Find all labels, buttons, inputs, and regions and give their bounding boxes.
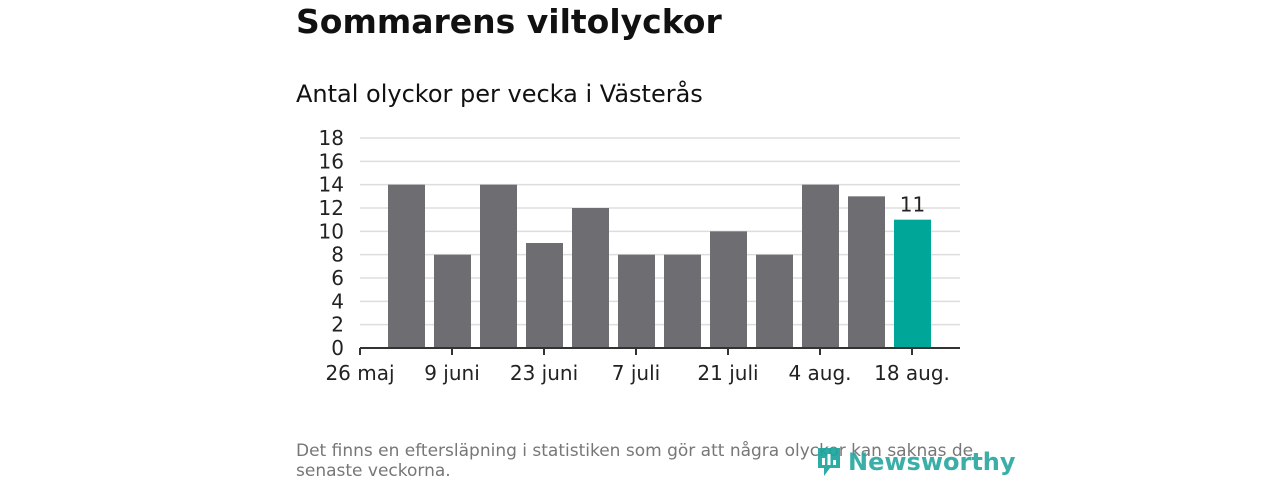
- newsworthy-logo-icon: [818, 448, 840, 476]
- data-label: 11: [900, 193, 925, 217]
- y-tick-label: 8: [331, 243, 344, 267]
- x-tick-label: 4 aug.: [788, 361, 851, 385]
- x-tick-label: 18 aug.: [874, 361, 950, 385]
- newsworthy-logo-text: Newsworthy: [848, 448, 1016, 476]
- y-tick-label: 0: [331, 336, 344, 360]
- bar: [756, 254, 793, 348]
- chart-subtitle: Antal olyckor per vecka i Västerås: [296, 80, 703, 108]
- bar: [526, 243, 563, 348]
- y-tick-label: 18: [319, 126, 344, 150]
- y-tick-label: 10: [319, 219, 344, 243]
- x-tick-label: 21 juli: [697, 361, 758, 385]
- y-tick-label: 4: [331, 289, 344, 313]
- bar: [480, 184, 517, 348]
- y-tick-label: 2: [331, 313, 344, 337]
- bar: [572, 208, 609, 348]
- bar: [388, 184, 425, 348]
- y-tick-label: 12: [319, 196, 344, 220]
- bar: [894, 219, 931, 348]
- bar: [434, 254, 471, 348]
- bar: [848, 196, 885, 348]
- bar: [664, 254, 701, 348]
- newsworthy-logo: Newsworthy: [816, 446, 1016, 478]
- bar: [710, 231, 747, 348]
- chart-title: Sommarens viltolyckor: [296, 2, 722, 41]
- x-tick-label: 23 juni: [510, 361, 578, 385]
- footnote: Det finns en eftersläpning i statistiken…: [296, 441, 974, 481]
- x-tick-label: 9 juni: [424, 361, 480, 385]
- y-tick-label: 14: [319, 173, 344, 197]
- y-tick-label: 6: [331, 266, 344, 290]
- bar: [802, 184, 839, 348]
- bar: [618, 254, 655, 348]
- y-tick-label: 16: [319, 149, 344, 173]
- x-tick-label: 7 juli: [612, 361, 660, 385]
- x-tick-label: 26 maj: [325, 361, 394, 385]
